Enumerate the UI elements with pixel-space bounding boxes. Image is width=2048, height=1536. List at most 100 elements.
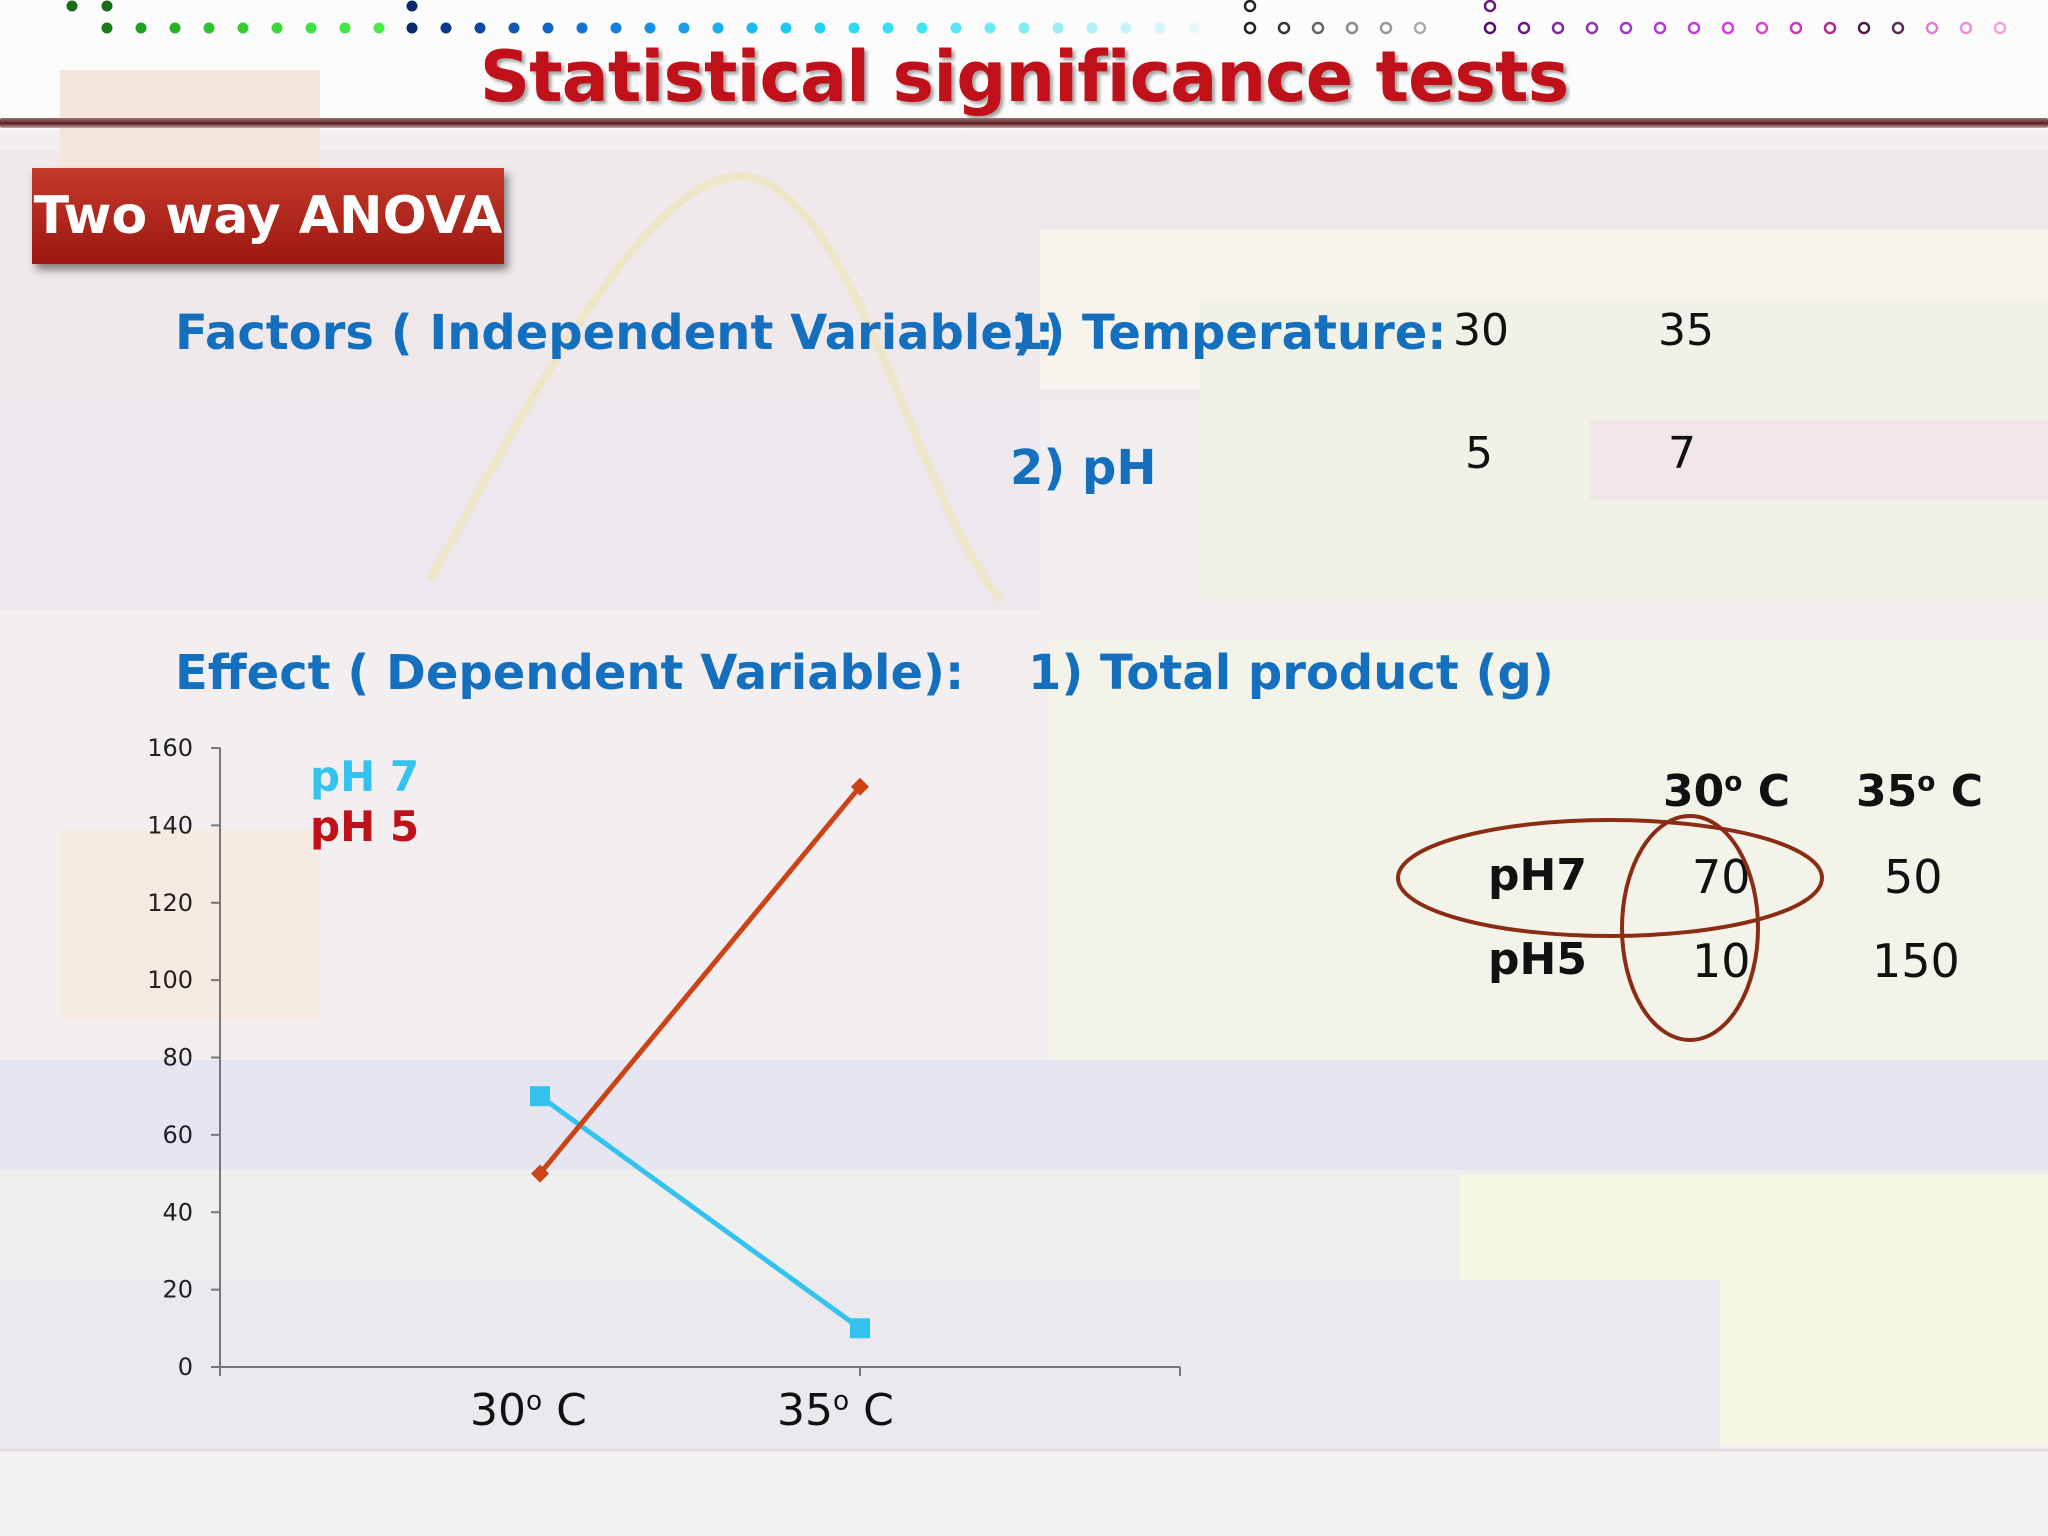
decorative-dot xyxy=(339,22,351,34)
decorative-dot xyxy=(712,22,724,34)
decorative-dot xyxy=(542,22,554,34)
decorative-dot xyxy=(1755,21,1769,35)
decorative-dot xyxy=(101,22,113,34)
temperature-level-1: 30 xyxy=(1453,305,1509,356)
title-underline xyxy=(0,118,2048,128)
series-line-ph5 xyxy=(538,785,862,1176)
y-tick-label: 0 xyxy=(178,1353,193,1381)
decorative-dot xyxy=(1687,21,1701,35)
decorative-dot xyxy=(1311,21,1325,35)
decorative-dot xyxy=(984,22,996,34)
decorative-dot xyxy=(1585,21,1599,35)
decorative-dot xyxy=(1721,21,1735,35)
data-point-ph5-1 xyxy=(851,777,869,796)
legend-ph5: pH 5 xyxy=(310,802,420,851)
table-col-header-30c: 30o C xyxy=(1663,766,1790,817)
y-tick-label: 160 xyxy=(147,734,193,762)
decorative-dot xyxy=(916,22,928,34)
effect-label: Effect ( Dependent Variable): xyxy=(175,645,965,701)
decorative-dot xyxy=(440,22,452,34)
decorative-dot xyxy=(780,22,792,34)
anova-badge: Two way ANOVA xyxy=(32,168,504,264)
decorative-dot xyxy=(1243,0,1257,13)
decorative-dot xyxy=(1789,21,1803,35)
legend-ph7: pH 7 xyxy=(310,752,420,801)
decorative-dot-rows xyxy=(66,0,2007,35)
decorative-dot xyxy=(1379,21,1393,35)
decorative-dot xyxy=(576,22,588,34)
column-ellipse-30c xyxy=(1620,814,1760,1042)
data-point-ph7-1 xyxy=(850,1318,870,1339)
decorative-dot xyxy=(406,0,418,12)
decorative-dot xyxy=(508,22,520,34)
decorative-dot xyxy=(678,22,690,34)
decorative-dot xyxy=(882,22,894,34)
decorative-dot xyxy=(373,22,385,34)
decorative-dot xyxy=(474,22,486,34)
decorative-dot xyxy=(746,22,758,34)
decorative-dot xyxy=(950,22,962,34)
ph-level-2: 7 xyxy=(1668,428,1696,479)
decorative-dot xyxy=(1243,21,1257,35)
decorative-dot xyxy=(1993,21,2007,35)
x-tick-30c: 30o C xyxy=(470,1385,587,1436)
decorative-dot xyxy=(1413,21,1427,35)
y-tick-label: 100 xyxy=(147,966,193,994)
decorative-dot xyxy=(1018,22,1030,34)
decorative-dot xyxy=(169,22,181,34)
y-tick-label: 80 xyxy=(162,1044,193,1072)
decorative-dot xyxy=(271,22,283,34)
decorative-dot xyxy=(1823,21,1837,35)
y-tick-label: 20 xyxy=(162,1276,193,1304)
slide-title: Statistical significance tests xyxy=(479,36,1569,118)
factor-ph-label: 2) pH xyxy=(1010,440,1157,496)
decorative-dot xyxy=(848,22,860,34)
decorative-dot xyxy=(1120,22,1132,34)
factors-label: Factors ( Independent Variable): xyxy=(175,305,1055,361)
decorative-dot xyxy=(237,22,249,34)
effect-total-product: 1) Total product (g) xyxy=(1028,645,1554,701)
row-ellipse-ph7 xyxy=(1396,818,1824,938)
table-row-label-ph7: pH7 xyxy=(1488,850,1587,901)
table-cell-ph7-35c: 50 xyxy=(1884,850,1943,904)
table-cell-ph5-30c: 10 xyxy=(1692,934,1751,988)
temperature-level-2: 35 xyxy=(1658,305,1714,356)
data-point-ph7-0 xyxy=(530,1086,550,1107)
decorative-dot xyxy=(203,22,215,34)
y-tick-label: 60 xyxy=(162,1121,193,1149)
decorative-dot xyxy=(1188,22,1200,34)
decorative-dot xyxy=(1277,21,1291,35)
decorative-dot xyxy=(135,22,147,34)
y-tick-label: 140 xyxy=(147,811,193,839)
table-col-header-35c: 35o C xyxy=(1856,766,1983,817)
decorative-dot xyxy=(1959,21,1973,35)
decorative-dot xyxy=(101,0,113,12)
x-tick-35c: 35o C xyxy=(777,1385,894,1436)
table-row-label-ph5: pH5 xyxy=(1488,934,1587,985)
decorative-dot xyxy=(644,22,656,34)
decorative-dot xyxy=(1925,21,1939,35)
decorative-dot xyxy=(1154,22,1166,34)
ph-level-1: 5 xyxy=(1465,428,1493,479)
decorative-dot xyxy=(1891,21,1905,35)
decorative-dot xyxy=(1517,21,1531,35)
factor-temperature-label: 1) Temperature: xyxy=(1010,305,1447,361)
decorative-dot xyxy=(66,0,78,12)
decorative-dot xyxy=(610,22,622,34)
decorative-dot xyxy=(1483,21,1497,35)
decorative-dot xyxy=(1483,0,1497,13)
decorative-dot xyxy=(814,22,826,34)
decorative-dot xyxy=(406,22,418,34)
y-tick-label: 40 xyxy=(162,1198,193,1226)
series-line-ph7 xyxy=(538,1094,862,1331)
decorative-dot xyxy=(1052,22,1064,34)
table-cell-ph5-35c: 150 xyxy=(1872,934,1960,988)
data-point-ph5-0 xyxy=(531,1164,549,1183)
table-cell-ph7-30c: 70 xyxy=(1692,850,1751,904)
decorative-dot xyxy=(1619,21,1633,35)
decorative-dot xyxy=(305,22,317,34)
y-tick-label: 120 xyxy=(147,889,193,917)
